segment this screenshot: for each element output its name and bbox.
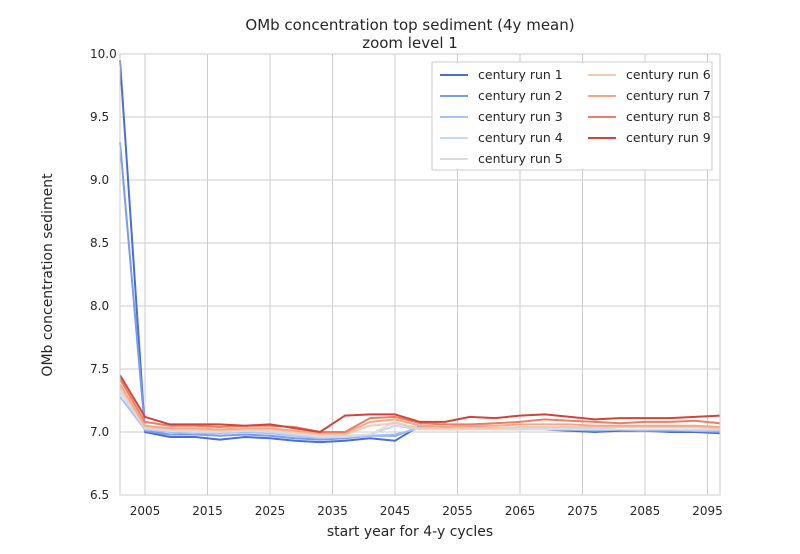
x-axis-label: start year for 4-y cycles xyxy=(327,524,493,540)
chart-title: OMb concentration top sediment (4y mean) xyxy=(245,16,574,34)
x-tick-label: 2035 xyxy=(317,504,348,518)
y-tick-label: 6.5 xyxy=(90,488,109,502)
legend-label: century run 2 xyxy=(478,88,563,103)
y-tick-label: 7.5 xyxy=(90,362,109,376)
series-line-run-9 xyxy=(119,374,721,433)
legend-label: century run 6 xyxy=(626,67,711,82)
x-tick-label: 2015 xyxy=(192,504,223,518)
legend-label: century run 7 xyxy=(626,88,711,103)
y-axis-ticks: 6.5 7.0 7.5 8.0 8.5 9.0 9.5 10.0 xyxy=(90,47,117,502)
x-tick-label: 2065 xyxy=(505,504,536,518)
plot-frame xyxy=(119,53,721,496)
y-tick-label: 8.5 xyxy=(90,236,109,250)
series-lines xyxy=(119,60,721,444)
x-axis-ticks: 2005 2015 2025 2035 2045 2055 2065 2075 2085 2095 xyxy=(130,504,723,518)
y-axis-label: OMb concentration sediment xyxy=(40,173,56,377)
y-tick-label: 9.0 xyxy=(90,173,109,187)
y-tick-label: 10.0 xyxy=(90,47,117,61)
series-line-run-8 xyxy=(119,378,721,433)
legend-label: century run 9 xyxy=(626,130,711,145)
legend-label: century run 1 xyxy=(478,67,563,82)
x-tick-label: 2025 xyxy=(255,504,286,518)
series-line-run-6 xyxy=(119,386,721,436)
y-tick-label: 8.0 xyxy=(90,299,109,313)
x-tick-label: 2055 xyxy=(442,504,473,518)
legend-label: century run 4 xyxy=(478,130,563,145)
legend: century run 1 century run 2 century run 3 c… xyxy=(431,61,713,171)
chart-subtitle: zoom level 1 xyxy=(362,34,458,52)
y-tick-label: 7.0 xyxy=(90,425,109,439)
x-tick-label: 2075 xyxy=(567,504,598,518)
x-tick-label: 2005 xyxy=(130,504,161,518)
y-tick-label: 9.5 xyxy=(90,110,109,124)
x-tick-label: 2095 xyxy=(692,504,723,518)
legend-label: century run 3 xyxy=(478,109,563,124)
series-line-run-7 xyxy=(119,383,721,435)
series-line-run-5 xyxy=(119,389,720,437)
x-tick-label: 2085 xyxy=(630,504,661,518)
x-tick-label: 2045 xyxy=(380,504,411,518)
legend-label: century run 8 xyxy=(626,109,711,124)
legend-box xyxy=(431,61,713,171)
legend-label: century run 5 xyxy=(478,151,563,166)
